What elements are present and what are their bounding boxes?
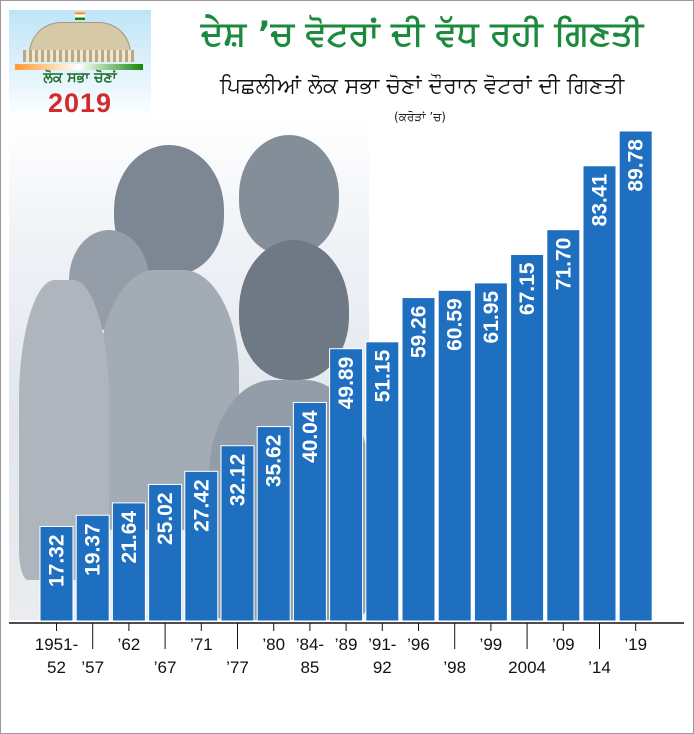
x-tick-label: 2004 — [508, 658, 546, 677]
bar-value-label: 19.37 — [82, 523, 105, 576]
bar-value-label: 21.64 — [118, 511, 141, 564]
x-tick-label: ’77 — [226, 658, 249, 677]
voter-figure — [239, 135, 339, 255]
bar — [546, 229, 581, 622]
x-tick-label: ’19 — [624, 635, 647, 654]
bar — [401, 297, 436, 622]
bar — [437, 289, 472, 622]
bar-value-label: 71.70 — [552, 238, 575, 291]
bar — [39, 525, 74, 622]
x-tick-label: ’57 — [81, 658, 104, 677]
logo-text: ਲੋਕ ਸਭਾ ਚੋਣਾਂ — [43, 70, 117, 86]
bar — [148, 483, 183, 622]
x-tick-label: ’98 — [443, 658, 466, 677]
bar-value-label: 83.41 — [589, 173, 612, 226]
logo-year: 2019 — [47, 88, 113, 118]
bar — [618, 130, 653, 622]
parliament-columns-icon — [23, 50, 135, 62]
bar — [184, 470, 219, 622]
tricolor-ribbon — [15, 64, 143, 70]
x-tick-label: 52 — [47, 658, 66, 677]
bar — [510, 254, 545, 622]
bar — [75, 514, 110, 622]
bar-value-label: 61.95 — [480, 291, 503, 344]
bar-value-label: 40.04 — [299, 410, 322, 463]
x-tick-label: 1951- — [35, 635, 78, 654]
x-tick-label: ’99 — [480, 635, 503, 654]
x-tick-label: ’62 — [118, 635, 141, 654]
bar-value-label: 60.59 — [444, 298, 467, 351]
bar-value-label: 49.89 — [335, 357, 358, 410]
bar — [256, 426, 291, 622]
x-tick-label: ’84- — [296, 635, 324, 654]
x-tick-label: 85 — [300, 658, 319, 677]
bar-value-label: 17.32 — [46, 534, 69, 587]
bar-value-label: 35.62 — [263, 435, 286, 488]
bar — [365, 341, 400, 622]
bar-value-label: 25.02 — [154, 492, 177, 545]
x-tick-label: ’67 — [154, 658, 177, 677]
bar — [582, 165, 617, 622]
bar-value-label: 89.78 — [625, 139, 648, 192]
election-logo: ਲੋਕ ਸਭਾ ਚੋਣਾਂ 2019 — [9, 10, 151, 118]
x-tick-label: ’89 — [335, 635, 358, 654]
bar — [111, 502, 146, 622]
bar-value-label: 59.26 — [408, 306, 431, 359]
x-tick-label: ’14 — [588, 658, 611, 677]
bar — [220, 445, 255, 622]
page-title: ਦੇਸ਼ ’ਚ ਵੋਟਰਾਂ ਦੀ ਵੱਧ ਰਹੀ ਗਿਣਤੀ — [200, 14, 644, 54]
x-tick-label: 92 — [373, 658, 392, 677]
bar-value-label: 32.12 — [227, 454, 250, 507]
x-tick-label: ’71 — [190, 635, 213, 654]
x-tick-label: ’80 — [262, 635, 285, 654]
unit-label: (ਕਰੋੜਾਂ ’ਚ) — [394, 110, 446, 124]
x-tick-label: ’91- — [368, 635, 396, 654]
flag-icon — [75, 12, 85, 20]
page-subtitle: ਪਿਛਲੀਆਂ ਲੋਕ ਸਭਾ ਚੋਣਾਂ ਦੌਰਾਨ ਵੋਟਰਾਂ ਦੀ ਗਿ… — [219, 74, 625, 99]
bar-value-label: 27.42 — [190, 479, 213, 532]
bar-value-label: 51.15 — [371, 350, 394, 403]
bar — [292, 401, 327, 622]
bar — [473, 282, 508, 622]
bar — [329, 348, 364, 622]
x-tick-label: ’09 — [552, 635, 575, 654]
x-tick-label: ’96 — [407, 635, 430, 654]
bar-value-label: 67.15 — [516, 262, 539, 315]
